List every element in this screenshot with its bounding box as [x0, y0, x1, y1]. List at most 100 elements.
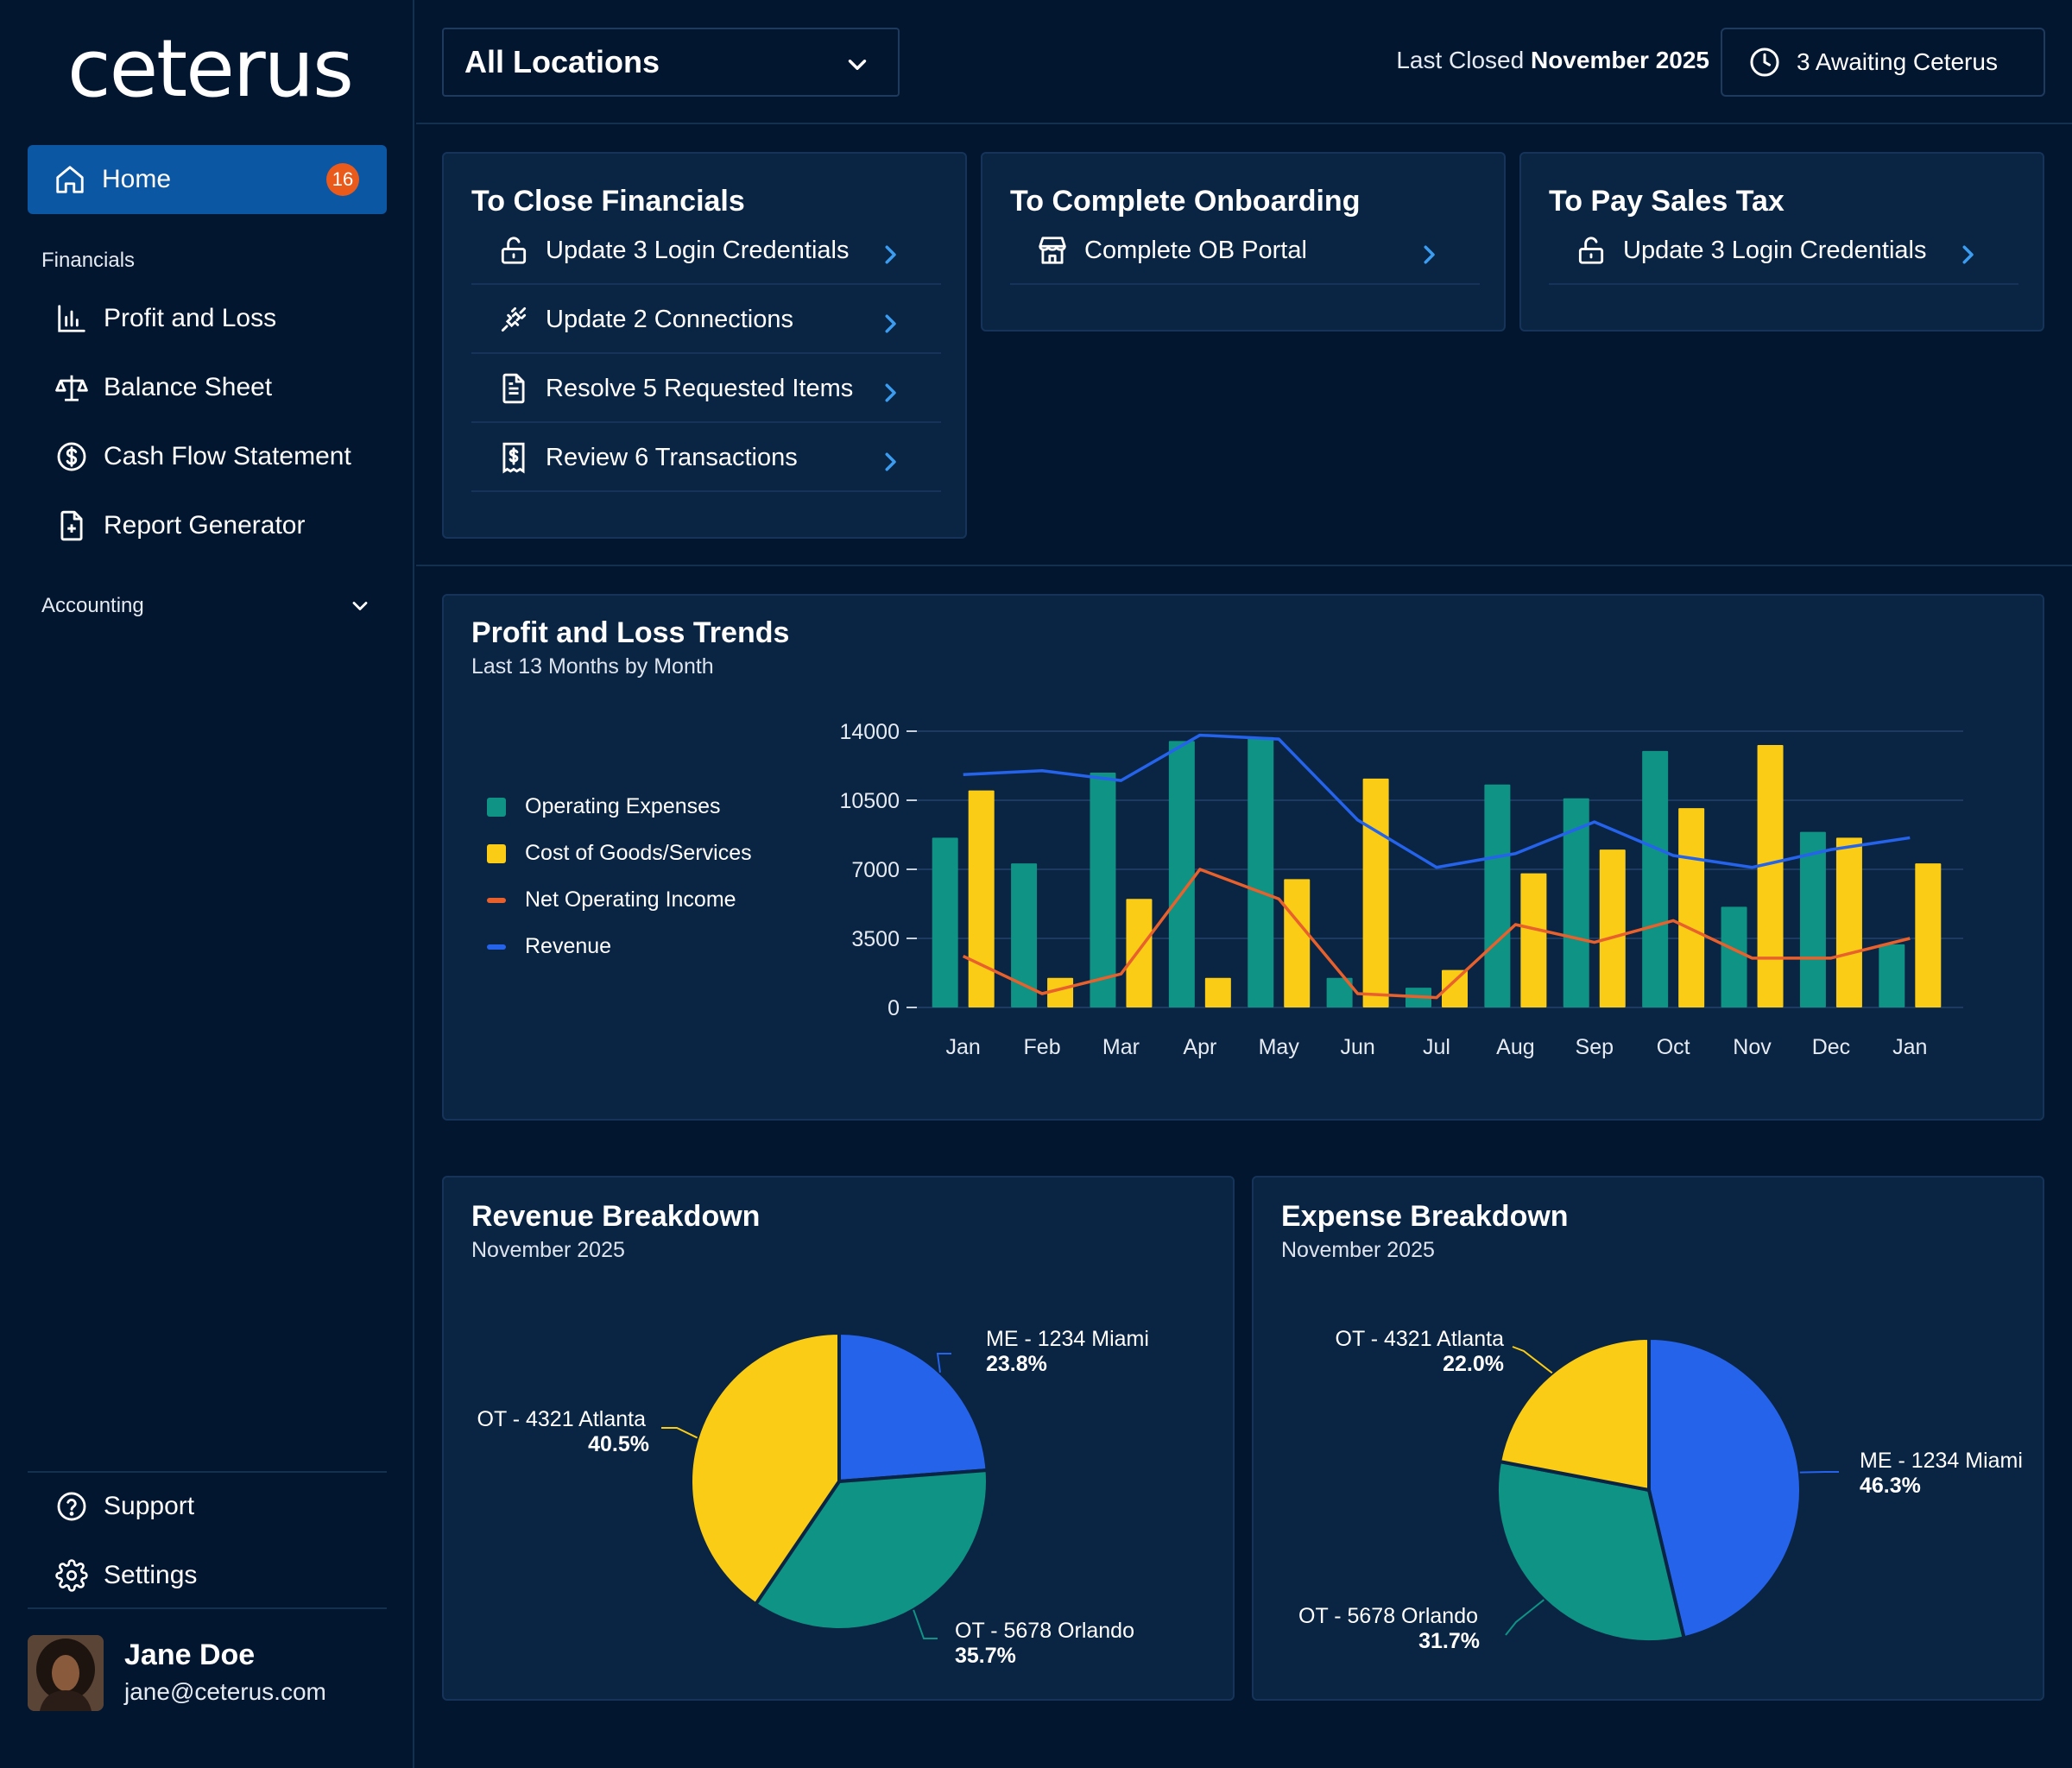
section-label-financials: Financials — [41, 249, 136, 272]
app-logo: ceterus — [67, 22, 354, 115]
legend-swatch — [487, 797, 506, 817]
sidebar-item-balance-sheet[interactable]: Balance Sheet — [55, 366, 272, 409]
pie-percent: 35.7% — [955, 1644, 1016, 1668]
bar-operating-expenses — [1721, 906, 1747, 1007]
task-label: Resolve 5 Requested Items — [546, 374, 854, 402]
y-tick-label: 14000 — [839, 720, 900, 744]
location-select[interactable]: All Locations — [442, 28, 900, 97]
scale-icon — [55, 371, 88, 404]
x-tick-label: Oct — [1657, 1035, 1690, 1059]
awaiting-ceterus-button[interactable]: 3 Awaiting Ceterus — [1721, 28, 2045, 97]
bar-operating-expenses — [1879, 944, 1905, 1007]
file-plus-icon — [55, 509, 88, 542]
bar-cogs — [1599, 849, 1626, 1007]
pie-slice — [689, 1330, 841, 1607]
bar-operating-expenses — [1642, 750, 1669, 1007]
sidebar-item-profit-and-loss[interactable]: Profit and Loss — [55, 297, 276, 340]
pie-slice — [837, 1330, 989, 1484]
pie-leader-line — [1512, 1346, 1553, 1374]
section-divider — [416, 565, 2072, 566]
pie-label: ME - 1234 Miami — [1860, 1449, 2023, 1473]
chart-subtitle: Last 13 Months by Month — [471, 654, 714, 679]
x-tick-label: Feb — [1024, 1035, 1061, 1059]
close-financials-card: To Close Financials Update 3 Login Crede… — [442, 152, 967, 539]
bar-operating-expenses — [1326, 977, 1353, 1007]
chevron-down-icon[interactable] — [345, 591, 375, 621]
card-title: To Complete Onboarding — [1010, 185, 1361, 218]
sidebar-item-settings[interactable]: Settings — [55, 1554, 197, 1597]
bar-cogs — [1204, 977, 1231, 1007]
sidebar-item-report-generator[interactable]: Report Generator — [55, 504, 305, 547]
bar-operating-expenses — [1563, 798, 1589, 1007]
x-tick-label: Jan — [1892, 1035, 1927, 1059]
sidebar-item-label: Support — [104, 1492, 195, 1520]
card-title: To Close Financials — [471, 185, 745, 218]
legend-label: Operating Expenses — [525, 794, 721, 818]
x-tick-label: Aug — [1496, 1035, 1534, 1059]
sidebar-item-home[interactable]: Home 16 — [28, 145, 387, 214]
task-review-transactions[interactable]: Review 6 Transactions — [471, 425, 941, 492]
sidebar-divider — [28, 1607, 387, 1609]
pie-percent: 22.0% — [1443, 1352, 1504, 1376]
sidebar-item-cash-flow[interactable]: Cash Flow Statement — [55, 435, 351, 478]
x-tick-label: Sep — [1576, 1035, 1614, 1059]
pie-slice — [1647, 1335, 1803, 1640]
chart-title: Revenue Breakdown — [471, 1200, 761, 1233]
sidebar-item-label: Profit and Loss — [104, 304, 277, 332]
pie-label: OT - 5678 Orlando — [1298, 1604, 1478, 1628]
legend-item-net-operating-income: Net Operating Income — [487, 887, 736, 912]
gear-icon — [55, 1559, 88, 1592]
section-label-accounting[interactable]: Accounting — [41, 594, 144, 617]
legend-item-revenue: Revenue — [487, 934, 611, 959]
task-complete-ob-portal[interactable]: Complete OB Portal — [1010, 218, 1480, 285]
lock-open-icon — [497, 234, 530, 267]
pl-trends-chart: 0 3500 7000 10500 14000 Jan Feb Mar Apr May Jun Jul… — [839, 720, 1963, 1059]
receipt-dollar-icon — [497, 441, 530, 474]
chart-subtitle: November 2025 — [471, 1238, 625, 1262]
sidebar-item-label: Home — [102, 165, 172, 193]
y-tick-label: 0 — [888, 996, 900, 1020]
expense-breakdown-card: Expense Breakdown November 2025 ME - 123… — [1252, 1176, 2044, 1701]
pie-percent: 46.3% — [1860, 1474, 1921, 1498]
sidebar-item-label: Settings — [104, 1561, 198, 1589]
bar-operating-expenses — [932, 837, 958, 1007]
pie-leader-line — [1799, 1471, 1839, 1474]
pie-slice — [1497, 1335, 1651, 1493]
task-update-login-credentials[interactable]: Update 3 Login Credentials — [471, 218, 941, 285]
legend-label: Revenue — [525, 934, 612, 958]
line-net-operating-income — [962, 868, 1911, 1000]
y-tick-label: 10500 — [839, 789, 900, 813]
revenue-breakdown-card: Revenue Breakdown November 2025 ME - 123… — [442, 1176, 1235, 1701]
sidebar-item-label: Report Generator — [104, 511, 306, 540]
chart-subtitle: November 2025 — [1281, 1238, 1435, 1262]
task-resolve-requested-items[interactable]: Resolve 5 Requested Items — [471, 356, 941, 423]
bar-cogs — [968, 790, 995, 1007]
line-revenue — [963, 733, 1911, 869]
task-label: Update 2 Connections — [546, 305, 793, 333]
pie-leader-line — [661, 1427, 698, 1439]
bar-operating-expenses — [1090, 773, 1116, 1007]
chevron-right-icon — [1951, 238, 1984, 271]
task-update-connections[interactable]: Update 2 Connections — [471, 287, 941, 354]
pie-percent: 31.7% — [1418, 1629, 1480, 1653]
awaiting-label: 3 Awaiting Ceterus — [1797, 48, 1998, 75]
x-tick-label: Jun — [1340, 1035, 1374, 1059]
onboarding-card: To Complete Onboarding Complete OB Porta… — [981, 152, 1506, 332]
pie-percent: 23.8% — [986, 1352, 1047, 1376]
x-tick-label: Jul — [1423, 1035, 1450, 1059]
clock-icon — [1748, 46, 1781, 79]
task-update-login-credentials[interactable]: Update 3 Login Credentials — [1549, 218, 2018, 285]
user-name: Jane Doe — [124, 1639, 256, 1671]
sidebar-item-support[interactable]: Support — [55, 1485, 194, 1528]
chart-title: Profit and Loss Trends — [471, 616, 790, 649]
bar-cogs — [1284, 879, 1311, 1007]
help-circle-icon — [55, 1490, 88, 1523]
legend-swatch — [487, 843, 506, 863]
pie-percent: 40.5% — [588, 1432, 649, 1456]
task-label: Update 3 Login Credentials — [1623, 236, 1927, 264]
avatar[interactable] — [28, 1635, 104, 1711]
bar-cogs — [1678, 808, 1705, 1007]
chevron-right-icon — [874, 238, 906, 271]
legend-swatch — [487, 897, 506, 903]
bar-cogs — [1520, 873, 1547, 1007]
